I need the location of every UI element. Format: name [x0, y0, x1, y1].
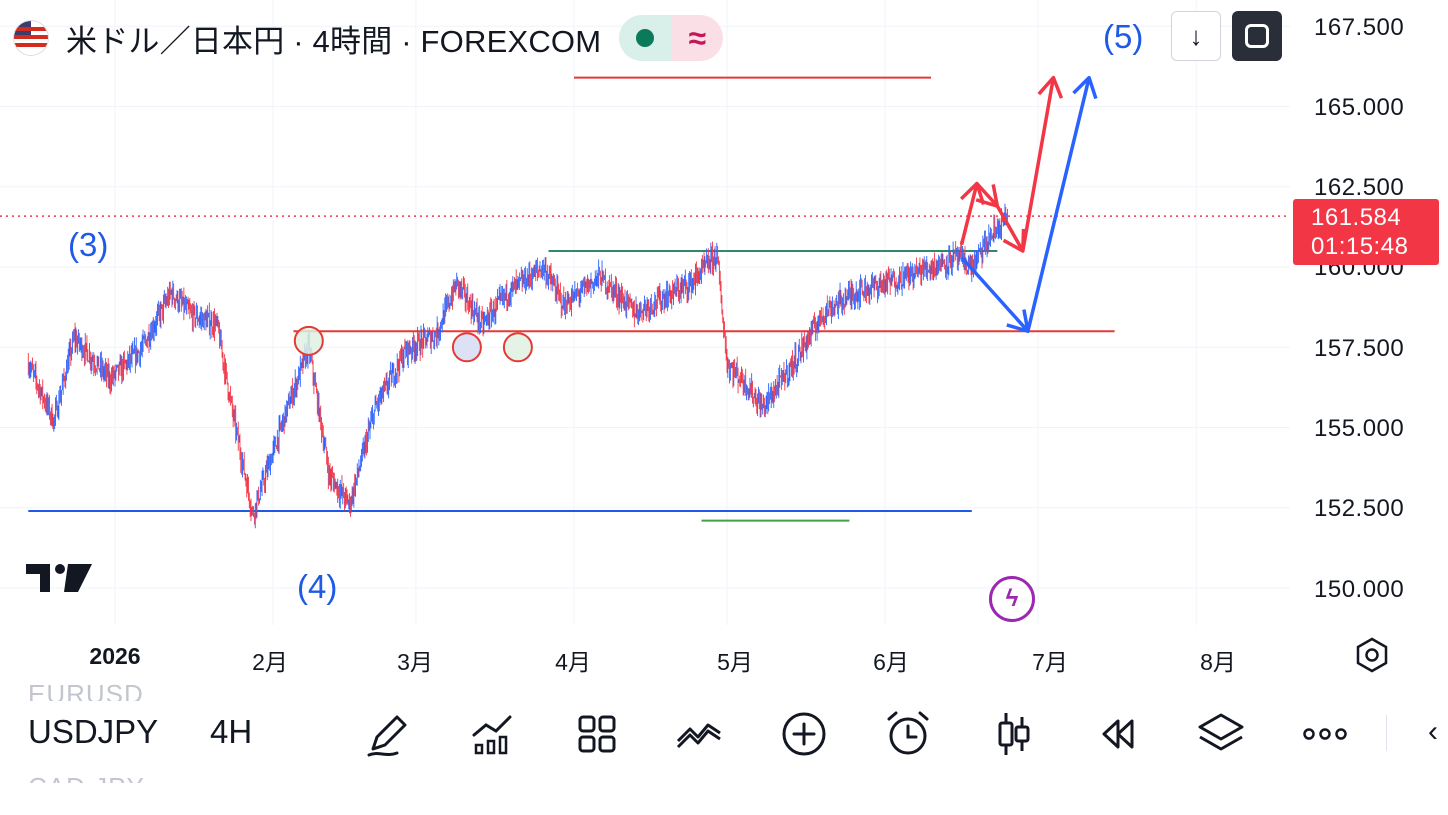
price-axis-label: 157.500 — [1314, 335, 1405, 362]
price-axis-label: 165.000 — [1314, 94, 1405, 121]
bottom-toolbar: EURUSD USDJPY CAD JPY 4H — [0, 679, 1448, 815]
projection-arrowhead — [1037, 75, 1064, 99]
time-axis-label: 2026 — [89, 643, 141, 669]
more-icon[interactable] — [1300, 709, 1350, 759]
wave-label-3: (3) — [68, 226, 109, 263]
settings-icon[interactable] — [1352, 635, 1392, 675]
fullscreen-button[interactable] — [1232, 11, 1282, 61]
projection-arrowhead — [975, 184, 1000, 208]
time-axis-label: 3月 — [397, 649, 433, 675]
price-axis-label: 167.500 — [1314, 14, 1405, 41]
last-price-tag: 161.584 01:15:48 — [1293, 199, 1439, 265]
indicators-icon[interactable] — [468, 709, 518, 759]
projection-arrowhead — [1002, 228, 1026, 253]
alarm-clock-icon[interactable] — [883, 709, 933, 759]
time-axis-label: 4月 — [555, 649, 591, 675]
time-axis-label: 6月 — [873, 649, 909, 675]
price-axis-label: 155.000 — [1314, 415, 1405, 442]
green-dot-icon — [636, 29, 655, 47]
tradingview-logo-icon — [26, 564, 92, 592]
wave-label-4: (4) — [297, 568, 338, 605]
layers-icon[interactable] — [1196, 709, 1246, 759]
interval-selector[interactable]: 4H — [210, 713, 253, 750]
projection-arrow — [960, 77, 1091, 333]
candle-type-icon[interactable] — [989, 709, 1039, 759]
wave-label-5: (5) — [1103, 18, 1144, 55]
fullscreen-icon — [1245, 24, 1269, 48]
price-chart[interactable] — [0, 0, 1448, 685]
draw-pen-icon[interactable] — [363, 709, 413, 759]
price-axis-label: 152.500 — [1314, 495, 1405, 522]
alerts-chart-icon[interactable] — [674, 709, 724, 759]
chart-header: 米ドル／日本円 · 4時間 · FOREXCOM ≈ — [14, 14, 724, 62]
price-axis-label: 150.000 — [1314, 576, 1405, 603]
arrow-down-icon: ↓ — [1189, 20, 1203, 51]
highlight-circle — [451, 332, 482, 363]
time-axis-label: 8月 — [1200, 649, 1236, 675]
chart-area[interactable]: 米ドル／日本円 · 4時間 · FOREXCOM ≈ (3) (4) (5) ↓… — [0, 0, 1448, 685]
layout-grid-icon[interactable] — [572, 709, 622, 759]
symbol-selector[interactable]: USDJPY — [28, 713, 159, 750]
ghost-prev-symbol[interactable]: EURUSD — [28, 679, 144, 701]
scroll-down-button[interactable]: ↓ — [1171, 11, 1221, 61]
highlight-circle — [502, 332, 533, 363]
replay-icon[interactable] — [1092, 709, 1142, 759]
time-axis-label: 7月 — [1032, 649, 1068, 675]
time-axis-label: 5月 — [717, 649, 753, 675]
projection-arrowhead — [959, 181, 986, 206]
projection-arrowhead — [1006, 309, 1030, 333]
approx-wave-icon: ≈ — [671, 15, 724, 61]
time-axis-label: 2月 — [252, 649, 288, 675]
projection-arrowhead — [1072, 75, 1098, 100]
toolbar-divider — [1386, 715, 1387, 751]
symbol-title[interactable]: 米ドル／日本円 · 4時間 · FOREXCOM — [66, 23, 602, 59]
ghost-next-symbol[interactable]: CAD JPY — [28, 767, 145, 783]
projection-arrow — [959, 77, 1056, 253]
collapse-toolbar-icon[interactable]: ‹ — [1428, 715, 1438, 748]
last-price: 161.584 — [1311, 204, 1402, 231]
status-pill[interactable]: ≈ — [619, 15, 724, 61]
highlight-circle — [293, 325, 324, 356]
flash-icon[interactable]: ϟ — [989, 576, 1035, 622]
price-axis-label: 162.500 — [1314, 174, 1405, 201]
bar-countdown: 01:15:48 — [1311, 233, 1409, 260]
usd-jpy-flag-icon — [14, 21, 48, 55]
add-icon[interactable] — [779, 709, 829, 759]
